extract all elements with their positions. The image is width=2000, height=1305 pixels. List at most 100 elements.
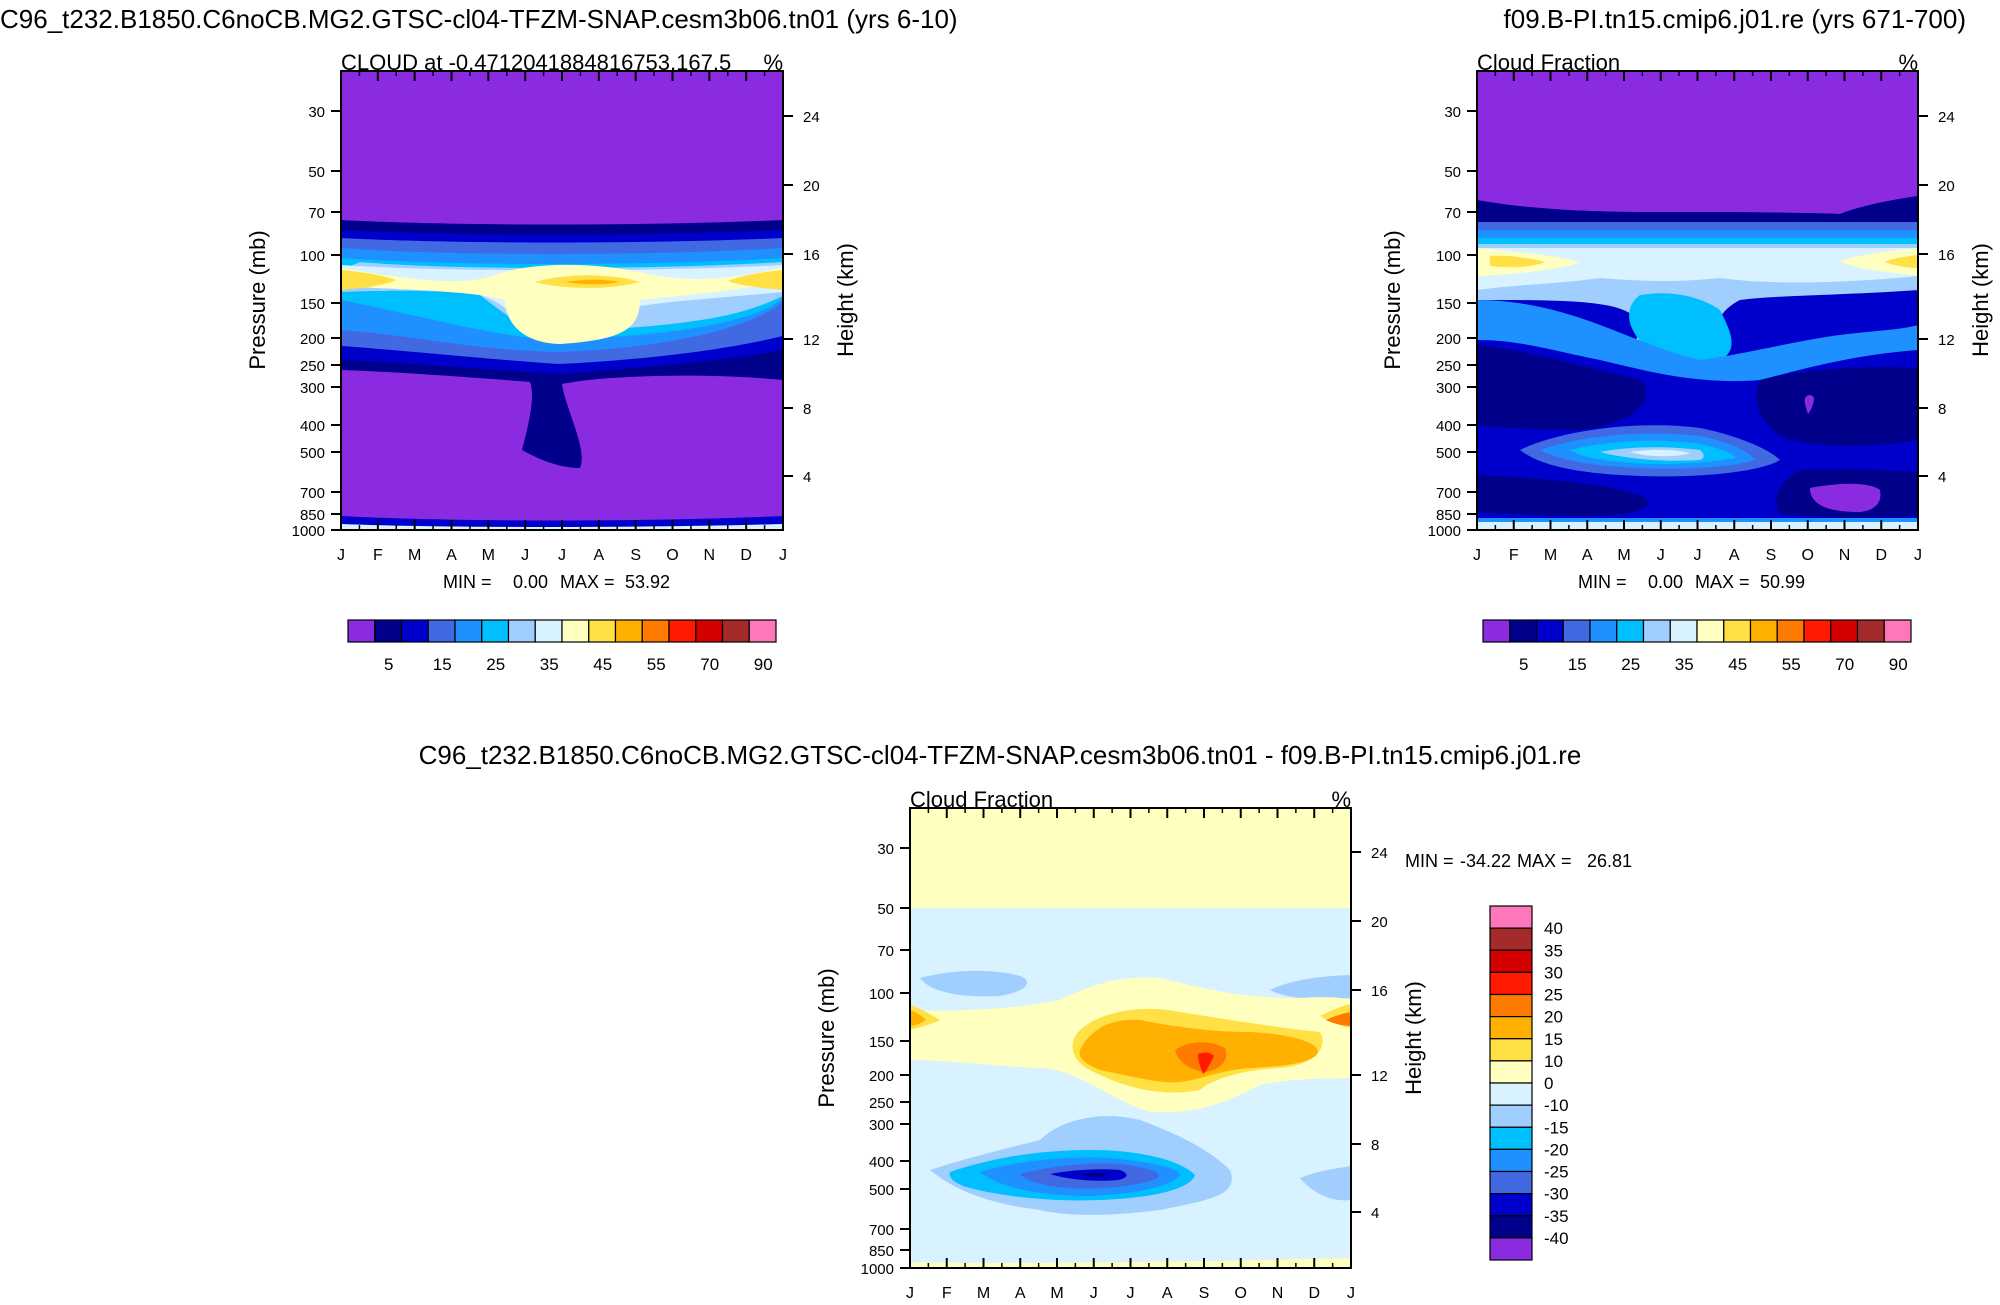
y-tick-label: 150 [869, 1034, 894, 1051]
p2-axes: J F M A M J J A S O N D J 30 50 70 100 150 200 250 300 400 500… [1428, 71, 1955, 564]
p3-ylabel-right: Height (km) [1401, 981, 1426, 1095]
height-tick-label: 4 [803, 469, 811, 486]
x-tick-label: F [373, 547, 383, 564]
colorbar-label: 20 [1544, 1008, 1563, 1027]
colorbar-swatch [1723, 619, 1752, 643]
x-tick-label: J [1694, 547, 1702, 564]
colorbar-swatch [1616, 619, 1645, 643]
colorbar-label: 55 [1782, 655, 1801, 674]
colorbar-swatch [1509, 619, 1538, 643]
colorbar-label: 5 [1519, 655, 1528, 674]
p2-mid-paleblue [1630, 449, 1690, 457]
p2-min-value: 0.00 [1648, 572, 1683, 592]
p1-max-label: MAX = [560, 572, 615, 592]
height-tick-label: 4 [1371, 1205, 1379, 1222]
height-tick-label: 24 [1371, 845, 1388, 862]
colorbar-label: -20 [1544, 1140, 1569, 1159]
colorbar-label: -40 [1544, 1229, 1569, 1248]
p1-right-string: % [763, 50, 783, 75]
colorbar-swatch [721, 619, 750, 643]
x-tick-label: D [1875, 547, 1887, 564]
colorbar-swatch [695, 619, 724, 643]
colorbar-swatch [561, 619, 590, 643]
p3-colorbar: 40 35 30 25 20 15 10 0 -10 -15 -20 -25 -30 -35 -40 [1489, 905, 1569, 1261]
y-tick-label: 100 [1436, 248, 1461, 265]
x-tick-label: A [1729, 547, 1740, 564]
colorbar-swatch [427, 619, 456, 643]
p2-blob-yellow-left [1490, 255, 1545, 268]
panel-top-left: C96_t232.B1850.C6noCB.MG2.GTSC-cl04-TFZM… [0, 4, 958, 674]
colorbar-swatch [588, 619, 617, 643]
height-tick-label: 24 [1938, 109, 1955, 126]
colorbar-swatch [1803, 619, 1832, 643]
colorbar-swatch [1642, 619, 1671, 643]
height-tick-label: 20 [803, 178, 820, 195]
x-tick-label: J [1347, 1285, 1355, 1302]
colorbar-swatch [1562, 619, 1591, 643]
p2-blob-cream-right [1840, 248, 1918, 276]
colorbar-swatch [1489, 1126, 1533, 1150]
y-tick-label: 700 [300, 485, 325, 502]
x-tick-label: S [630, 547, 641, 564]
y-tick-label: 400 [300, 418, 325, 435]
p2-blob-dark-right [1756, 367, 1918, 446]
y-tick-label: 70 [1444, 205, 1461, 222]
colorbar-swatch [668, 619, 697, 643]
y-tick-label: 200 [300, 331, 325, 348]
y-tick-label: 500 [300, 445, 325, 462]
p3-min-label: MIN = [1405, 851, 1454, 871]
p2-bottom-dark-left [1477, 475, 1648, 516]
colorbar-label: -35 [1544, 1207, 1569, 1226]
x-tick-label: A [1015, 1285, 1026, 1302]
colorbar-label: 25 [1621, 655, 1640, 674]
p2-left-string: Cloud Fraction [1477, 50, 1620, 75]
x-tick-label: M [482, 547, 495, 564]
x-tick-label: M [1544, 547, 1557, 564]
x-tick-label: J [779, 547, 787, 564]
colorbar-swatch [374, 619, 403, 643]
colorbar-label: 70 [1835, 655, 1854, 674]
y-tick-label: 300 [1436, 380, 1461, 397]
p1-blob-yellow-right [728, 270, 783, 290]
y-tick-label: 1000 [861, 1261, 894, 1278]
y-tick-label: 400 [869, 1154, 894, 1171]
colorbar-swatch [400, 619, 429, 643]
x-tick-label: J [1914, 547, 1922, 564]
p1-blob-yellow-left [341, 270, 396, 290]
colorbar-swatch [748, 619, 777, 643]
y-tick-label: 30 [308, 104, 325, 121]
x-tick-label: N [1272, 1285, 1284, 1302]
colorbar-swatch [507, 619, 536, 643]
x-tick-label: J [1657, 547, 1665, 564]
x-tick-label: D [1308, 1285, 1320, 1302]
y-tick-label: 100 [869, 986, 894, 1003]
p3-min-value: -34.22 [1460, 851, 1511, 871]
y-tick-label: 150 [1436, 296, 1461, 313]
y-tick-label: 1000 [1428, 523, 1461, 540]
height-tick-label: 16 [803, 247, 820, 264]
height-tick-label: 20 [1371, 914, 1388, 931]
p3-case-title: C96_t232.B1850.C6noCB.MG2.GTSC-cl04-TFZM… [419, 740, 1582, 770]
p3-blob-dark-low [1080, 1172, 1108, 1177]
p3-axes: J F M A M J J A S O N D J 30 50 70 100 150 200 250 300 400 500… [861, 808, 1388, 1302]
colorbar-label: 0 [1544, 1074, 1553, 1093]
colorbar-swatch [481, 619, 510, 643]
y-tick-label: 250 [1436, 358, 1461, 375]
x-tick-label: O [666, 547, 678, 564]
colorbar-swatch [1489, 1170, 1533, 1195]
colorbar-swatch [641, 619, 670, 643]
p1-min-label: MIN = [443, 572, 492, 592]
colorbar-swatch [1489, 1104, 1533, 1128]
colorbar-swatch [1489, 1215, 1533, 1239]
height-tick-label: 12 [803, 332, 820, 349]
colorbar-label: 25 [1544, 986, 1563, 1005]
p1-colorbar: 5 15 25 35 45 55 70 90 [347, 619, 777, 674]
height-tick-label: 16 [1371, 983, 1388, 1000]
p2-max-value: 50.99 [1760, 572, 1805, 592]
colorbar-label: 70 [700, 655, 719, 674]
p3-blob-lightblue-right [1270, 975, 1351, 1000]
colorbar-swatch [1489, 993, 1533, 1018]
height-tick-label: 12 [1938, 332, 1955, 349]
p2-bottom-purple-right [1810, 483, 1881, 512]
